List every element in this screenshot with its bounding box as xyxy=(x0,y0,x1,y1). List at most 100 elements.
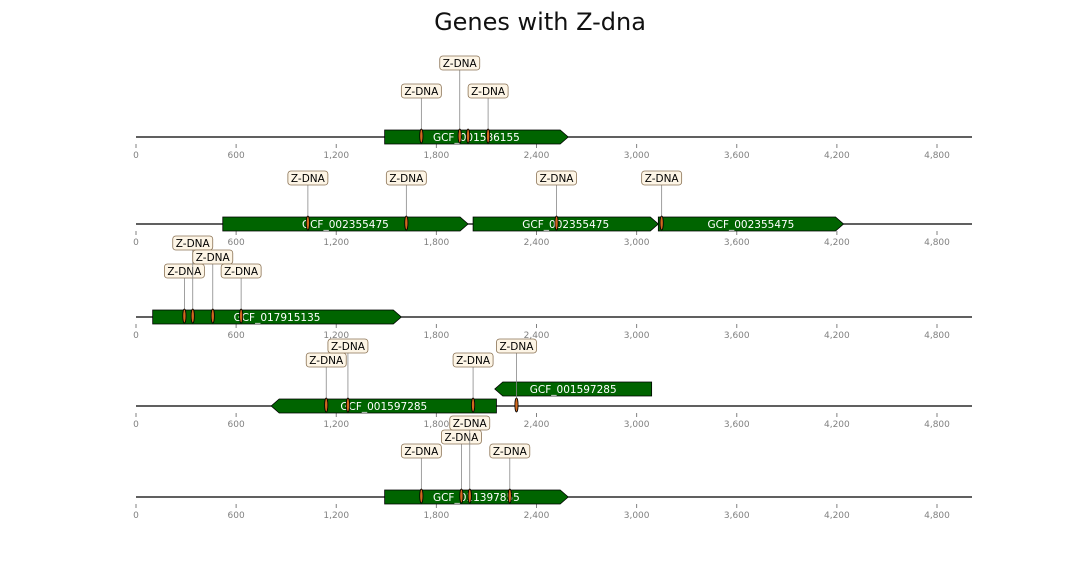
feature-label-box xyxy=(220,263,262,279)
axis-tick-label: 0 xyxy=(133,331,139,341)
feature-label: Z-DNA xyxy=(224,266,259,278)
axis-tick-label: 3,000 xyxy=(624,238,650,248)
axis-tick-label: 1,800 xyxy=(423,238,449,248)
axis-tick-label: 4,800 xyxy=(924,420,950,430)
feature-label: Z-DNA xyxy=(196,252,231,264)
axis-tick-label: 600 xyxy=(228,238,245,248)
axis-tick-label: 1,800 xyxy=(423,511,449,521)
zdna-marker xyxy=(486,128,491,144)
feature-label: Z-DNA xyxy=(404,86,439,98)
axis-tick-label: 1,200 xyxy=(323,331,349,341)
feature-label-box xyxy=(489,443,531,459)
axis-tick-label: 3,000 xyxy=(624,331,650,341)
zdna-marker xyxy=(210,308,215,324)
axis-tick-label: 4,800 xyxy=(924,238,950,248)
zdna-marker xyxy=(419,488,424,504)
feature-label: Z-DNA xyxy=(645,173,680,185)
feature-label: Z-DNA xyxy=(167,266,202,278)
axis-tick-label: 4,200 xyxy=(824,151,850,161)
axis-tick-label: 1,800 xyxy=(423,151,449,161)
feature-label: Z-DNA xyxy=(291,173,326,185)
feature-label-box xyxy=(452,352,494,368)
feature-label-box xyxy=(449,415,491,431)
axis-tick-label: 4,200 xyxy=(824,420,850,430)
feature-label-box xyxy=(385,170,427,186)
zdna-marker xyxy=(514,397,519,413)
zdna-marker xyxy=(467,488,472,504)
feature-label: Z-DNA xyxy=(444,432,479,444)
zdna-marker xyxy=(305,215,310,231)
axis-tick-label: 600 xyxy=(228,151,245,161)
axis-tick-label: 1,800 xyxy=(423,331,449,341)
axis-tick-label: 0 xyxy=(133,420,139,430)
zdna-marker xyxy=(471,397,476,413)
axis-tick-label: 4,800 xyxy=(924,511,950,521)
axis-tick-label: 4,200 xyxy=(824,331,850,341)
axis-tick-label: 0 xyxy=(133,151,139,161)
feature-label-box xyxy=(192,249,234,265)
feature-label: Z-DNA xyxy=(471,86,506,98)
axis-tick-label: 1,200 xyxy=(323,511,349,521)
gene-label: GCF_002355475 xyxy=(522,219,609,231)
zdna-marker xyxy=(459,488,464,504)
axis-tick-label: 600 xyxy=(228,331,245,341)
zdna-marker xyxy=(345,397,350,413)
axis-tick-label: 3,600 xyxy=(724,238,750,248)
axis-tick-label: 4,800 xyxy=(924,151,950,161)
zdna-marker xyxy=(182,308,187,324)
track: 0 600 1,200 1,800 2,400 3,000 3,600 4,200 4,800 G… xyxy=(133,235,972,341)
feature-label: Z-DNA xyxy=(389,173,424,185)
axis-tick-label: 4,800 xyxy=(924,331,950,341)
gene-label: GCF_002355475 xyxy=(707,219,794,231)
gene-label: GCF_001597285 xyxy=(530,384,617,396)
axis-tick-label: 3,000 xyxy=(624,511,650,521)
axis-tick-label: 600 xyxy=(228,420,245,430)
feature-label-box xyxy=(400,443,442,459)
feature-label-box xyxy=(172,235,214,251)
axis-tick-label: 0 xyxy=(133,511,139,521)
feature-label-box xyxy=(163,263,205,279)
feature-label-box xyxy=(496,338,537,354)
zdna-marker xyxy=(457,128,462,144)
gene-arrow xyxy=(472,216,659,232)
zdna-marker xyxy=(419,128,424,144)
feature-label: Z-DNA xyxy=(176,238,211,250)
zdna-marker xyxy=(239,308,244,324)
axis-tick-label: 4,200 xyxy=(824,238,850,248)
axis-tick-label: 3,600 xyxy=(724,420,750,430)
feature-label: Z-DNA xyxy=(493,446,528,458)
track: 0 600 1,200 1,800 2,400 3,000 3,600 4,200 4,800 G… xyxy=(133,55,972,161)
axis-tick-label: 3,000 xyxy=(624,151,650,161)
gene-label: GCF_017915135 xyxy=(234,312,321,324)
axis-tick-label: 3,600 xyxy=(724,331,750,341)
zdna-marker xyxy=(659,215,664,231)
feature-label-box xyxy=(287,170,329,186)
axis-tick-label: 1,200 xyxy=(323,238,349,248)
track: 0 600 1,200 1,800 2,400 3,000 3,600 4,200 4,800 G… xyxy=(133,338,972,430)
axis-tick-label: 4,200 xyxy=(824,511,850,521)
feature-label: Z-DNA xyxy=(404,446,439,458)
gene-label: GCF_011397855 xyxy=(433,492,520,504)
zdna-marker xyxy=(190,308,195,324)
gene-arrow xyxy=(494,381,653,397)
feature-label: Z-DNA xyxy=(331,341,366,353)
figure-title: Genes with Z-dna xyxy=(434,8,646,36)
zdna-marker xyxy=(554,215,559,231)
feature-label-box xyxy=(467,83,509,99)
feature-label-box xyxy=(400,83,442,99)
zdna-marker xyxy=(466,128,471,144)
feature-label: Z-DNA xyxy=(453,418,488,430)
axis-tick-label: 0 xyxy=(133,238,139,248)
feature-label-box xyxy=(305,352,347,368)
feature-label: Z-DNA xyxy=(500,341,535,353)
feature-label-box xyxy=(536,170,577,186)
axis-tick-label: 3,600 xyxy=(724,511,750,521)
gene-arrow xyxy=(657,216,845,232)
gene-arrow xyxy=(384,129,569,145)
zdna-marker xyxy=(507,488,512,504)
axis-tick-label: 3,000 xyxy=(624,420,650,430)
gene-arrow xyxy=(152,309,402,325)
gene-label: GCF_001597285 xyxy=(340,401,427,413)
axis-tick-label: 2,400 xyxy=(524,238,550,248)
